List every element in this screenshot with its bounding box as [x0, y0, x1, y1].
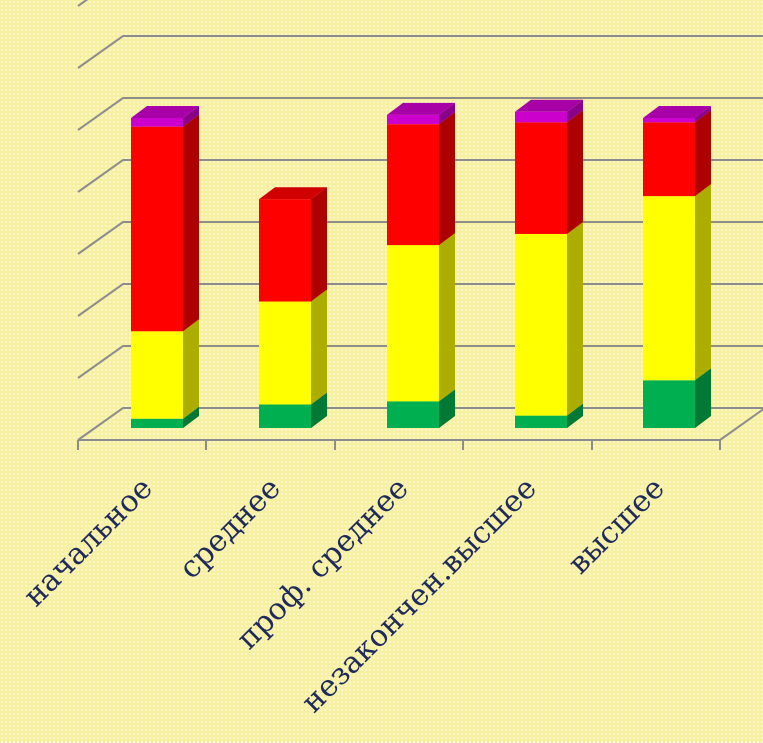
gridlines — [77, 0, 763, 441]
bar-segment — [387, 114, 439, 125]
bar-top — [515, 99, 583, 112]
bar-segment-side — [567, 221, 583, 416]
bar-segment-side — [439, 233, 455, 402]
bar-segment — [131, 418, 183, 428]
bar-segment — [131, 126, 183, 332]
bar-segment — [643, 196, 695, 381]
bar-segment — [131, 331, 183, 419]
bar-segment-side — [183, 406, 199, 428]
category-label: незакончен.высшее — [295, 471, 544, 720]
bar-top — [259, 187, 327, 200]
bar-segment — [259, 404, 311, 428]
bar-segment — [387, 401, 439, 428]
gridline — [77, 97, 763, 131]
bar-segment-side — [567, 99, 583, 123]
gridline — [719, 408, 763, 441]
bar-segment-side — [183, 319, 199, 419]
bar-segment-side — [439, 102, 455, 125]
category-label: начальное — [17, 471, 160, 614]
bar-segment — [515, 111, 567, 123]
bar-segment-side — [567, 110, 583, 234]
bar-segment — [515, 233, 567, 416]
bar-segment — [643, 380, 695, 428]
gridline — [77, 35, 763, 69]
bar-top — [387, 102, 455, 115]
bar-segment — [259, 301, 311, 405]
bar-segment — [259, 199, 311, 302]
bar-segment-side — [439, 112, 455, 246]
bar-segment — [515, 122, 567, 234]
bar-segment-side — [439, 389, 455, 428]
bar-segment — [387, 245, 439, 402]
bar-segment-side — [183, 106, 199, 127]
bar-segment-side — [311, 187, 327, 302]
category-label: высшее — [561, 471, 671, 581]
bar-segment-side — [695, 106, 711, 123]
bar-segment — [643, 122, 695, 197]
gridline — [77, 0, 89, 7]
bar-segment-side — [311, 289, 327, 405]
category-label: среднее — [173, 471, 288, 586]
bar-segment-side — [311, 392, 327, 428]
category-axis — [77, 439, 721, 450]
bar-segment — [643, 118, 695, 123]
bar-segment-side — [183, 114, 199, 332]
bar-segment-side — [567, 403, 583, 428]
bar-segment — [131, 118, 183, 127]
bar-segment-side — [695, 368, 711, 428]
bar-top — [643, 106, 711, 118]
bar-segment-side — [695, 110, 711, 197]
bars — [131, 99, 711, 428]
bar-top — [131, 106, 199, 118]
bar-segment — [387, 124, 439, 246]
bar-segment-side — [695, 184, 711, 381]
bar-segment — [515, 415, 567, 428]
